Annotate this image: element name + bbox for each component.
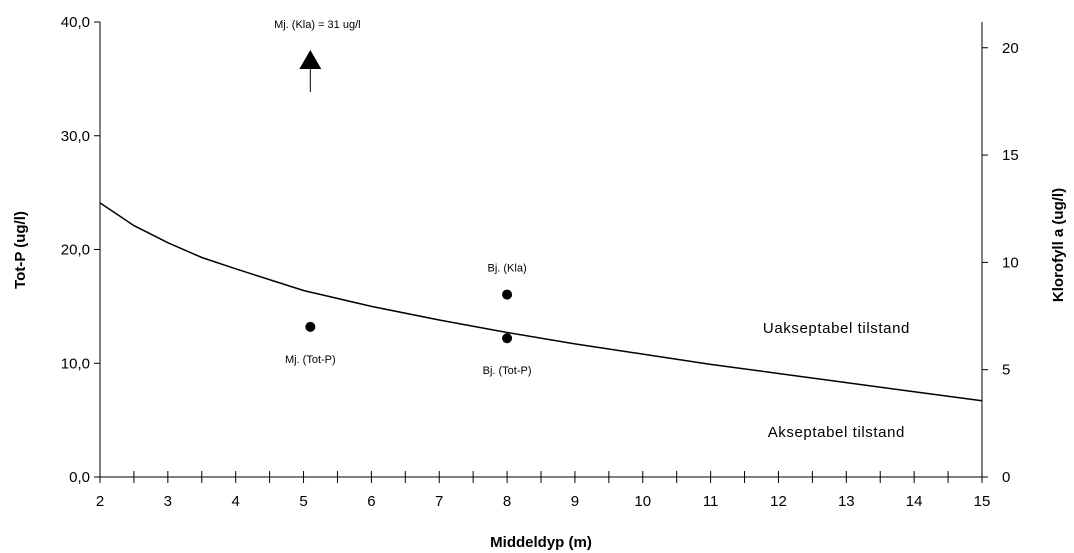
data-point (502, 289, 513, 300)
y-tick-label: 30,0 (61, 128, 90, 145)
y-axis-right-title: Klorofyll a (ug/l) (1050, 188, 1067, 302)
y-axis-left-title: Tot-P (ug/l) (12, 211, 29, 289)
arrow-up-icon (299, 50, 322, 69)
x-tick-label: 10 (634, 493, 651, 510)
data-point (305, 321, 316, 332)
point-label: Bj. (Tot-P) (483, 365, 532, 377)
y-tick-label: 10,0 (61, 355, 90, 372)
arrow-annotation: Mj. (Kla) = 31 ug/l (274, 19, 361, 92)
x-ticks: 2 3 4 5 6 7 8 9 10 11 12 13 14 15 (96, 471, 991, 510)
x-tick-label: 7 (435, 493, 443, 510)
y-tick-label: 20,0 (61, 242, 90, 259)
x-tick-label: 3 (164, 493, 172, 510)
x-tick-label: 9 (571, 493, 579, 510)
y2-tick-label: 15 (1002, 147, 1019, 164)
x-tick-label: 8 (503, 493, 511, 510)
x-tick-label: 15 (974, 493, 991, 510)
y2-tick-label: 10 (1002, 254, 1019, 271)
y-ticks-right: 0 5 10 15 20 (982, 40, 1019, 486)
y2-tick-label: 0 (1002, 469, 1010, 486)
region-label-below: Akseptabel tilstand (768, 424, 905, 441)
y2-tick-label: 5 (1002, 362, 1010, 379)
region-label-above: Uakseptabel tilstand (763, 320, 910, 337)
y-tick-label: 0,0 (69, 469, 90, 486)
x-tick-label: 6 (367, 493, 375, 510)
x-tick-label: 12 (770, 493, 787, 510)
x-tick-label: 5 (299, 493, 307, 510)
y2-tick-label: 20 (1002, 40, 1019, 57)
x-tick-label: 13 (838, 493, 855, 510)
data-point (502, 333, 513, 344)
x-tick-label: 14 (906, 493, 923, 510)
point-label: Mj. (Tot-P) (285, 354, 336, 366)
limit-curve (99, 202, 983, 402)
axes (99, 22, 983, 478)
y-tick-label: 40,0 (61, 14, 90, 31)
x-tick-label: 2 (96, 493, 104, 510)
x-tick-label: 4 (232, 493, 240, 510)
arrow-label: Mj. (Kla) = 31 ug/l (274, 19, 361, 31)
x-axis-title: Middeldyp (m) (490, 534, 592, 551)
data-points: Mj. (Tot-P) Bj. (Tot-P) Bj. (Kla) (285, 263, 532, 378)
point-label: Bj. (Kla) (488, 263, 527, 275)
x-tick-label: 11 (703, 493, 719, 510)
y-ticks-left: 0,0 10,0 20,0 30,0 40,0 (61, 14, 100, 486)
